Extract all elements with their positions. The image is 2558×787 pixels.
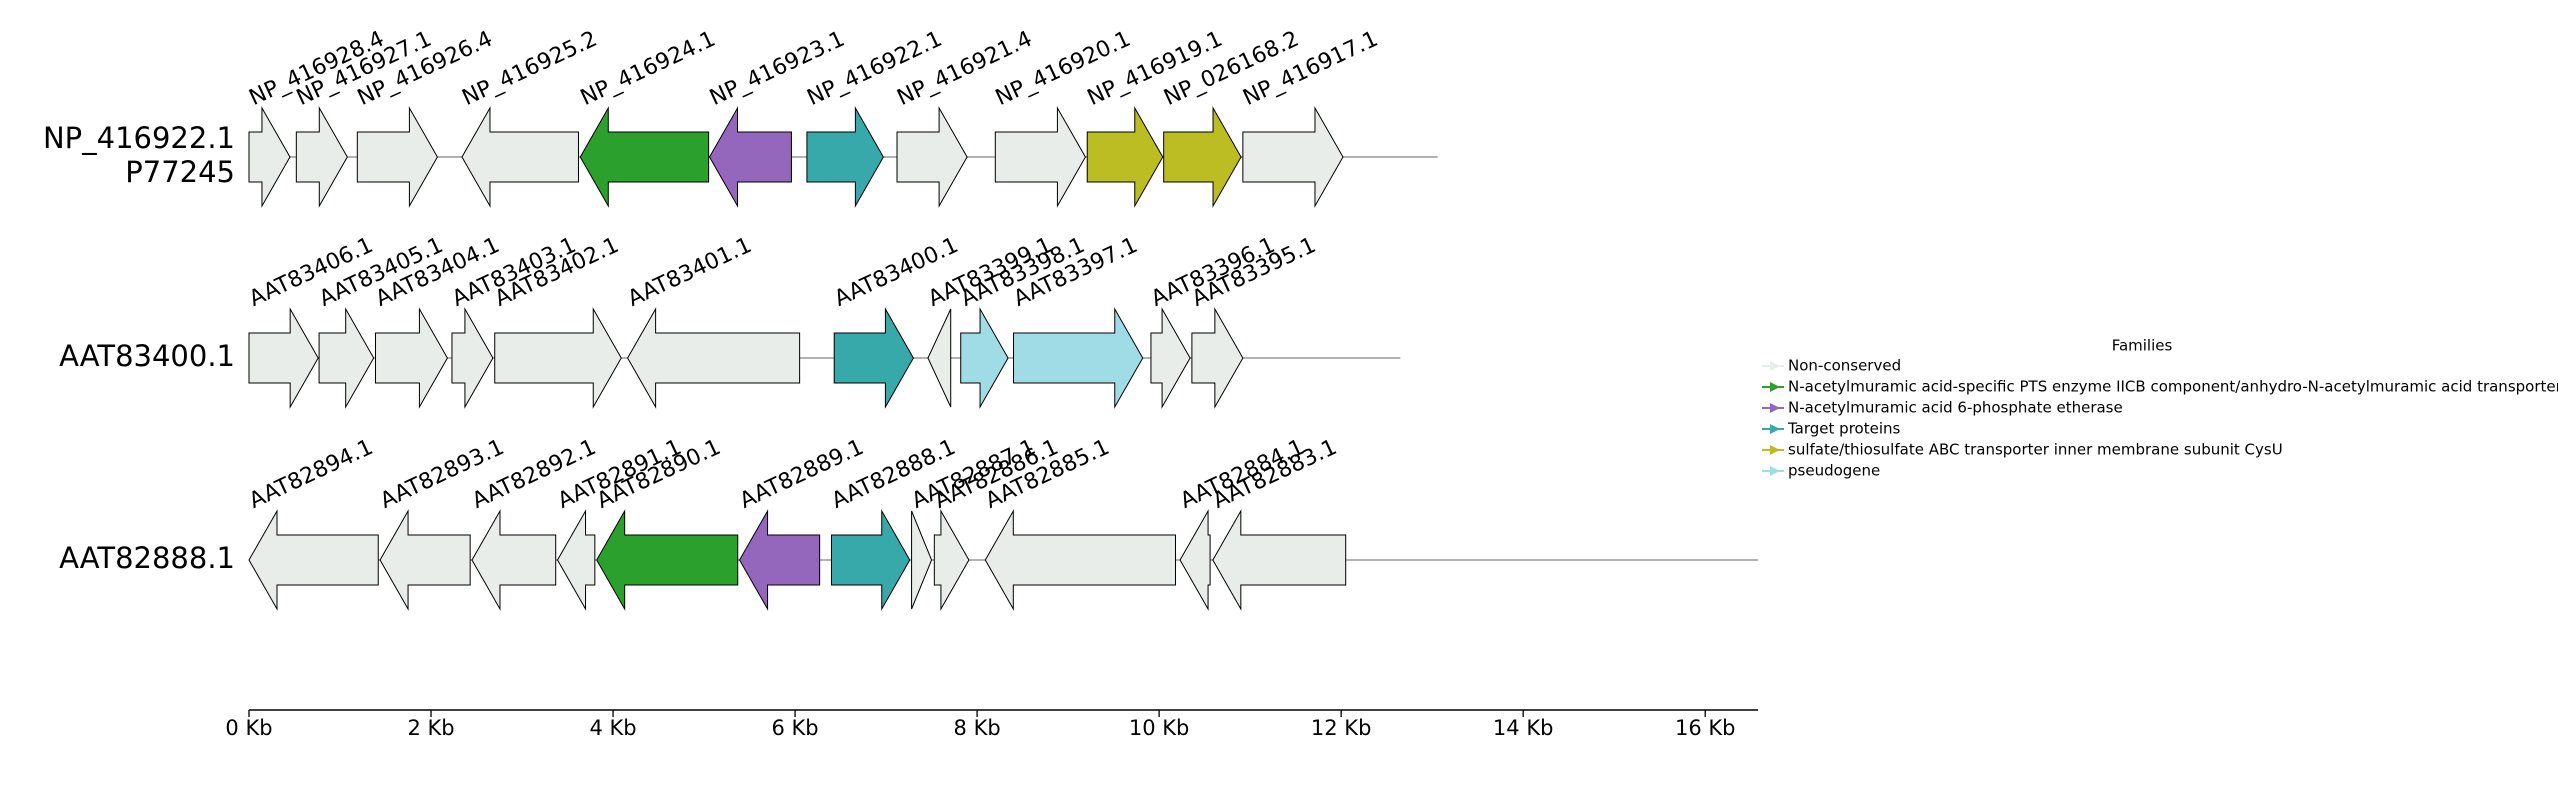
legend-marker xyxy=(1770,403,1780,413)
gene-arrow xyxy=(1163,106,1242,208)
gene-arrow xyxy=(461,106,579,208)
gene-arrow xyxy=(1013,307,1144,409)
gene-arrow xyxy=(356,106,438,208)
legend-label: N-acetylmuramic acid-specific PTS enzyme… xyxy=(1788,378,2558,396)
gene-arrow xyxy=(911,510,933,610)
gene-arrow xyxy=(556,509,596,611)
legend-label: sulfate/thiosulfate ABC transporter inne… xyxy=(1788,441,2283,459)
legend-title: Families xyxy=(2112,337,2173,355)
legend-label: N-acetylmuramic acid 6-phosphate etheras… xyxy=(1788,399,2123,417)
legend-label: Non-conserved xyxy=(1788,357,1901,375)
gene-arrow xyxy=(833,307,914,409)
gene-arrow xyxy=(1191,307,1244,409)
gene-arrow xyxy=(451,307,494,409)
gene-arrow xyxy=(1150,307,1191,409)
gene-arrow xyxy=(379,509,471,611)
legend-label: pseudogene xyxy=(1788,462,1880,480)
x-tick-label: 14 Kb xyxy=(1493,716,1554,740)
gene-arrow xyxy=(1242,106,1344,208)
legend-marker xyxy=(1770,466,1780,476)
x-tick-label: 8 Kb xyxy=(954,716,1001,740)
x-tick-label: 6 Kb xyxy=(772,716,819,740)
row-label: P77245 xyxy=(125,155,235,189)
x-tick-label: 0 Kb xyxy=(225,716,272,740)
row-label: NP_416922.1 xyxy=(43,121,235,155)
gene-arrow xyxy=(806,106,884,208)
gene-arrow xyxy=(994,106,1086,208)
legend-marker xyxy=(1770,424,1780,434)
legend-label: Target proteins xyxy=(1787,420,1900,438)
gene-arrow xyxy=(627,307,801,409)
gene-arrow xyxy=(927,308,952,408)
gene-arrow xyxy=(494,307,622,409)
gene-arrow xyxy=(596,509,739,611)
gene-arrow xyxy=(933,509,970,611)
legend-marker xyxy=(1770,382,1780,392)
gene-label: AAT82894.1 xyxy=(246,435,377,514)
gene-arrow xyxy=(295,106,348,208)
gene-arrow xyxy=(471,509,557,611)
gene-arrow xyxy=(1179,509,1211,611)
row-label: AAT82888.1 xyxy=(59,541,235,575)
gene-arrow xyxy=(248,307,319,409)
gene-label: NP_416924.1 xyxy=(577,27,720,111)
gene-arrow xyxy=(248,106,291,208)
gene-arrow xyxy=(579,106,710,208)
gene-arrow xyxy=(984,509,1177,611)
x-tick-label: 4 Kb xyxy=(589,716,636,740)
gene-arrow xyxy=(1212,509,1347,611)
row-label: AAT83400.1 xyxy=(59,339,235,373)
x-tick-label: 2 Kb xyxy=(407,716,454,740)
gene-arrow xyxy=(318,307,375,409)
x-tick-label: 16 Kb xyxy=(1675,716,1736,740)
gene-arrow xyxy=(738,509,821,611)
gene-arrow xyxy=(375,307,448,409)
gene-arrow xyxy=(248,509,379,611)
x-tick-label: 12 Kb xyxy=(1311,716,1372,740)
gene-arrow xyxy=(1086,106,1164,208)
x-tick-label: 10 Kb xyxy=(1129,716,1190,740)
legend-marker xyxy=(1770,445,1780,455)
gene-arrow xyxy=(960,307,1009,409)
gene-arrow xyxy=(830,509,911,611)
gene-arrow xyxy=(708,106,792,208)
gene-label: AAT83401.1 xyxy=(624,233,755,312)
gene-arrow xyxy=(896,106,968,208)
legend-marker xyxy=(1770,361,1780,371)
